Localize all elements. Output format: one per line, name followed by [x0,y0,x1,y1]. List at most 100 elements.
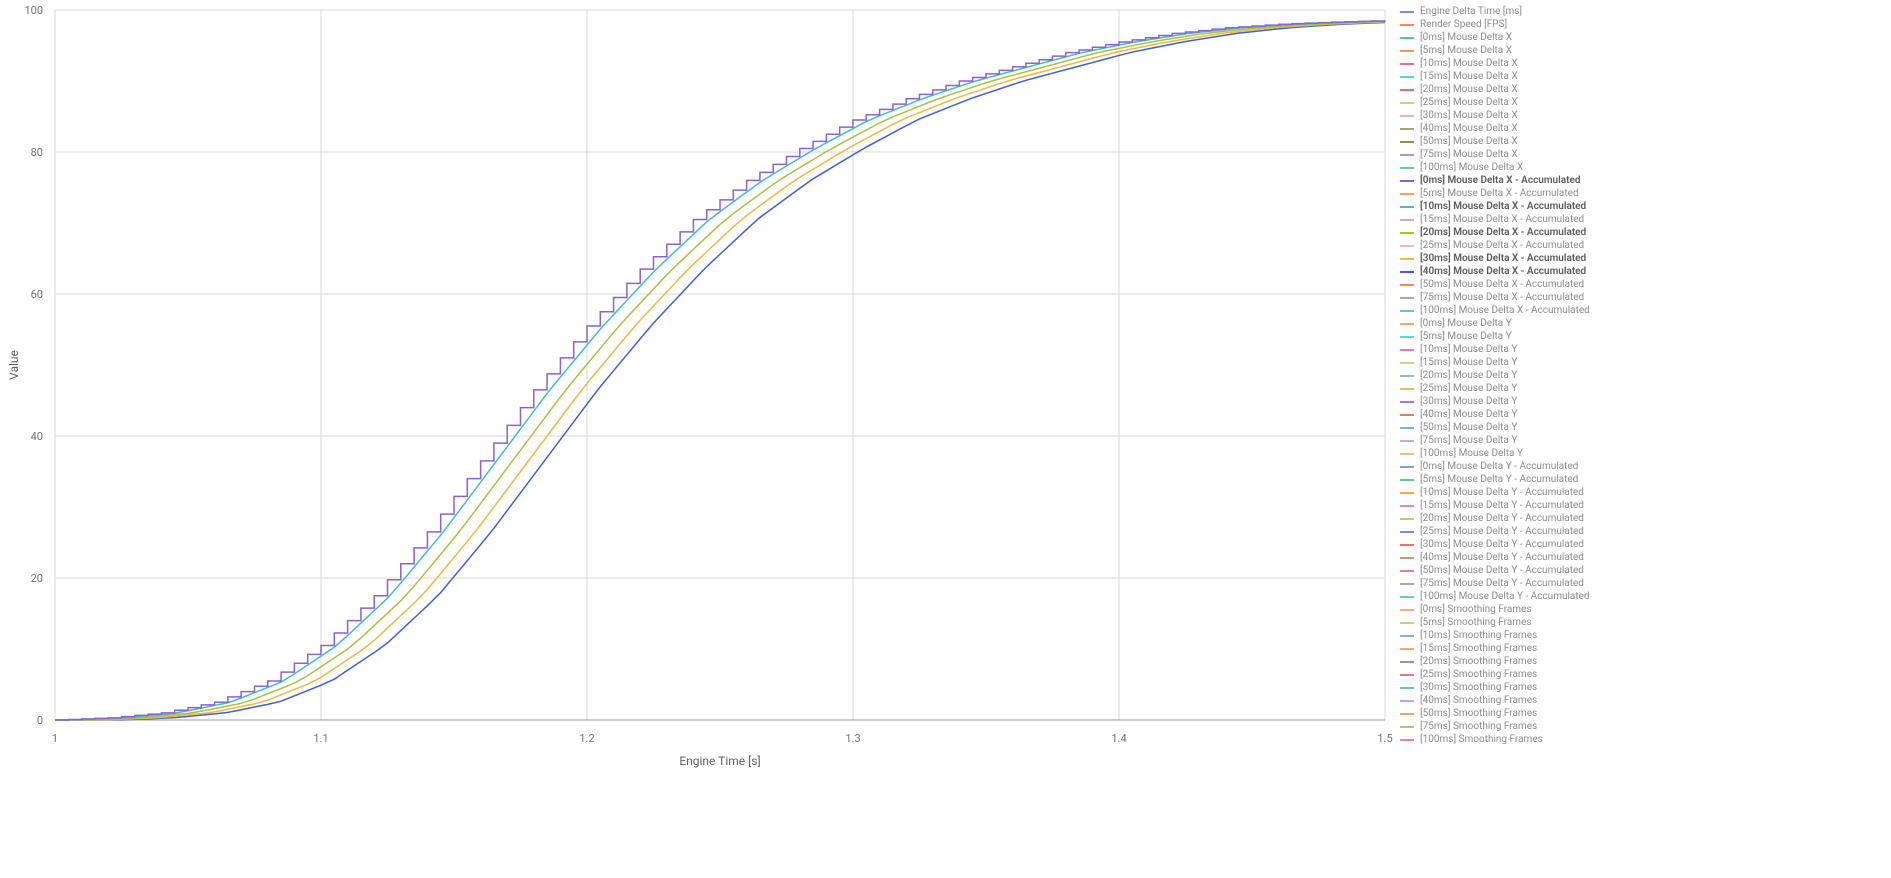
legend-item[interactable]: [15ms] Mouse Delta X - Accumulated [1400,213,1590,226]
legend-item[interactable]: [5ms] Mouse Delta Y [1400,330,1590,343]
legend-item[interactable]: [20ms] Mouse Delta Y - Accumulated [1400,512,1590,525]
legend-item[interactable]: [50ms] Mouse Delta Y - Accumulated [1400,564,1590,577]
legend-item[interactable]: [0ms] Mouse Delta Y [1400,317,1590,330]
legend-item[interactable]: [40ms] Mouse Delta X - Accumulated [1400,265,1590,278]
legend-item[interactable]: [20ms] Smoothing Frames [1400,655,1590,668]
legend-label: [40ms] Mouse Delta Y [1420,408,1517,421]
legend-item[interactable]: [10ms] Smoothing Frames [1400,629,1590,642]
legend-item[interactable]: [100ms] Mouse Delta X [1400,161,1590,174]
legend-label: [20ms] Smoothing Frames [1420,655,1537,668]
legend-swatch [1400,440,1414,442]
legend-label: [50ms] Mouse Delta X [1420,135,1518,148]
y-tick-label: 20 [31,572,43,585]
legend-label: [30ms] Smoothing Frames [1420,681,1537,694]
series-line[interactable] [55,22,1385,720]
legend-item[interactable]: [50ms] Mouse Delta X - Accumulated [1400,278,1590,291]
series-line[interactable] [55,21,1385,720]
legend-item[interactable]: [40ms] Mouse Delta X [1400,122,1590,135]
legend-swatch [1400,466,1414,468]
legend-label: [75ms] Smoothing Frames [1420,720,1537,733]
y-axis-title: Value [7,350,21,380]
legend-label: [0ms] Mouse Delta Y - Accumulated [1420,460,1578,473]
legend-item[interactable]: [30ms] Mouse Delta Y - Accumulated [1400,538,1590,551]
legend-item[interactable]: [5ms] Mouse Delta X [1400,44,1590,57]
legend-swatch [1400,687,1414,689]
legend-item[interactable]: Render Speed [FPS] [1400,18,1590,31]
legend-item[interactable]: Engine Delta Time [ms] [1400,5,1590,18]
legend-swatch [1400,141,1414,143]
legend-item[interactable]: [10ms] Mouse Delta X - Accumulated [1400,200,1590,213]
legend-item[interactable]: [10ms] Mouse Delta Y [1400,343,1590,356]
legend-item[interactable]: [20ms] Mouse Delta X - Accumulated [1400,226,1590,239]
legend-label: [15ms] Mouse Delta X - Accumulated [1420,213,1584,226]
legend-item[interactable]: [20ms] Mouse Delta Y [1400,369,1590,382]
legend-item[interactable]: [0ms] Mouse Delta Y - Accumulated [1400,460,1590,473]
legend-item[interactable]: [20ms] Mouse Delta X [1400,83,1590,96]
legend-label: [100ms] Mouse Delta Y [1420,447,1523,460]
legend-label: [5ms] Mouse Delta X [1420,44,1512,57]
legend-label: [75ms] Mouse Delta Y - Accumulated [1420,577,1584,590]
legend-item[interactable]: [50ms] Mouse Delta Y [1400,421,1590,434]
legend-item[interactable]: [25ms] Mouse Delta X - Accumulated [1400,239,1590,252]
legend-item[interactable]: [30ms] Mouse Delta Y [1400,395,1590,408]
legend-item[interactable]: [5ms] Mouse Delta Y - Accumulated [1400,473,1590,486]
legend-item[interactable]: [75ms] Mouse Delta X - Accumulated [1400,291,1590,304]
legend-label: [0ms] Mouse Delta X - Accumulated [1420,174,1580,187]
legend-swatch [1400,596,1414,598]
series-line[interactable] [55,22,1385,720]
line-chart[interactable]: 11.11.21.31.41.5020406080100Engine Time … [0,0,1891,878]
legend-item[interactable]: [25ms] Mouse Delta Y [1400,382,1590,395]
legend-label: [50ms] Mouse Delta Y - Accumulated [1420,564,1584,577]
legend-swatch [1400,609,1414,611]
x-axis-title: Engine Time [s] [679,754,760,768]
legend-item[interactable]: [75ms] Mouse Delta Y [1400,434,1590,447]
legend-item[interactable]: [10ms] Mouse Delta Y - Accumulated [1400,486,1590,499]
legend-item[interactable]: [100ms] Mouse Delta X - Accumulated [1400,304,1590,317]
legend-item[interactable]: [5ms] Mouse Delta X - Accumulated [1400,187,1590,200]
legend-item[interactable]: [75ms] Smoothing Frames [1400,720,1590,733]
legend-item[interactable]: [50ms] Smoothing Frames [1400,707,1590,720]
legend-item[interactable]: [15ms] Smoothing Frames [1400,642,1590,655]
legend-item[interactable]: [10ms] Mouse Delta X [1400,57,1590,70]
legend-item[interactable]: [15ms] Mouse Delta Y - Accumulated [1400,499,1590,512]
legend-item[interactable]: [25ms] Mouse Delta X [1400,96,1590,109]
legend-item[interactable]: [100ms] Mouse Delta Y - Accumulated [1400,590,1590,603]
legend-item[interactable]: [0ms] Mouse Delta X - Accumulated [1400,174,1590,187]
legend-item[interactable]: [0ms] Mouse Delta X [1400,31,1590,44]
legend-item[interactable]: [30ms] Mouse Delta X [1400,109,1590,122]
legend-label: [10ms] Mouse Delta X - Accumulated [1420,200,1586,213]
legend-item[interactable]: [25ms] Smoothing Frames [1400,668,1590,681]
legend-item[interactable]: [15ms] Mouse Delta X [1400,70,1590,83]
legend-item[interactable]: [75ms] Mouse Delta X [1400,148,1590,161]
series-line[interactable] [55,22,1385,720]
legend-swatch [1400,245,1414,247]
legend-item[interactable]: [75ms] Mouse Delta Y - Accumulated [1400,577,1590,590]
legend-item[interactable]: [25ms] Mouse Delta Y - Accumulated [1400,525,1590,538]
legend-swatch [1400,102,1414,104]
legend-item[interactable]: [0ms] Smoothing Frames [1400,603,1590,616]
legend-item[interactable]: [100ms] Mouse Delta Y [1400,447,1590,460]
legend-swatch [1400,622,1414,624]
y-tick-label: 80 [31,146,43,159]
y-tick-label: 0 [37,714,43,727]
legend-swatch [1400,479,1414,481]
legend-swatch [1400,518,1414,520]
legend-item[interactable]: [40ms] Mouse Delta Y - Accumulated [1400,551,1590,564]
series-line[interactable] [55,21,1385,720]
legend-item[interactable]: [40ms] Mouse Delta Y [1400,408,1590,421]
legend-swatch [1400,570,1414,572]
legend-swatch [1400,180,1414,182]
legend[interactable]: Engine Delta Time [ms]Render Speed [FPS]… [1400,5,1590,746]
legend-item[interactable]: [50ms] Mouse Delta X [1400,135,1590,148]
legend-swatch [1400,557,1414,559]
legend-item[interactable]: [30ms] Mouse Delta X - Accumulated [1400,252,1590,265]
legend-label: [75ms] Mouse Delta X [1420,148,1518,161]
legend-item[interactable]: [30ms] Smoothing Frames [1400,681,1590,694]
y-tick-label: 40 [31,430,43,443]
legend-item[interactable]: [5ms] Smoothing Frames [1400,616,1590,629]
legend-item[interactable]: [100ms] Smoothing Frames [1400,733,1590,746]
legend-item[interactable]: [40ms] Smoothing Frames [1400,694,1590,707]
legend-item[interactable]: [15ms] Mouse Delta Y [1400,356,1590,369]
legend-label: [40ms] Mouse Delta X [1420,122,1518,135]
x-tick-label: 1 [52,732,58,745]
